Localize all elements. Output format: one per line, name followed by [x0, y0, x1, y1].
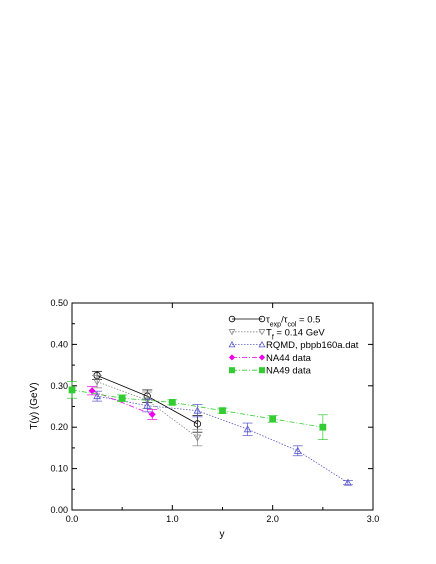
x-tick-label: 2.0 — [266, 514, 279, 524]
legend-marker-3 — [228, 340, 236, 348]
x-tick-label: 0.0 — [66, 514, 79, 524]
legend-marker-1 — [258, 315, 266, 323]
legend-marker-2 — [228, 329, 236, 336]
data-point-square — [319, 423, 327, 431]
y-tick-label: 0.10 — [50, 464, 68, 474]
y-tick-label: 0.40 — [50, 339, 68, 349]
legend-label-2: Tf = 0.14 GeV — [266, 327, 325, 341]
data-point-diamond — [148, 410, 156, 418]
y-tick-label: 0.00 — [50, 505, 68, 515]
legend-marker-3 — [258, 340, 266, 348]
legend-marker-4 — [228, 354, 236, 361]
data-point-triangle — [193, 406, 202, 414]
axis-ticks: 0.0 1.0 2.0 3.0 0.00 0.10 0.20 0.30 0.40 0.50 — [50, 298, 379, 524]
data-point-square — [269, 415, 277, 423]
y-tick-label: 0.20 — [50, 422, 68, 432]
legend-marker-1 — [228, 315, 236, 323]
legend-marker-5 — [258, 367, 266, 374]
x-tick-label: 1.0 — [166, 514, 179, 524]
data-point-square — [118, 394, 126, 402]
data-point-triangle — [293, 446, 302, 454]
data-point-triangle — [143, 401, 152, 409]
legend-marker-4 — [258, 354, 266, 361]
data-point-square — [219, 407, 226, 415]
series-4 — [87, 386, 158, 420]
data-point-triangle — [243, 425, 252, 433]
data-point-diamond — [88, 387, 96, 395]
series-5-line — [71, 389, 323, 428]
y-tick-label: 0.30 — [50, 381, 68, 391]
legend-label-3: RQMD, pbpb160a.dat — [266, 340, 359, 351]
series-3 — [92, 390, 353, 486]
series-layer — [67, 370, 353, 486]
plot-area — [71, 302, 374, 511]
legend-marker-5 — [228, 367, 236, 374]
data-point-square — [168, 398, 176, 406]
legend-label-1: τexp/τcol = 0.5 — [266, 315, 320, 329]
plot-frame — [71, 302, 374, 511]
data-point-circle — [193, 420, 202, 428]
data-point-triangle-down — [193, 434, 202, 442]
series-5 — [67, 381, 328, 440]
data-point-triangle — [93, 392, 101, 400]
data-point-triangle-down — [93, 378, 101, 386]
data-point-triangle — [344, 478, 352, 486]
data-point-square — [68, 386, 76, 394]
y-axis-title: T(y) (GeV) — [29, 382, 40, 429]
x-axis-title: y — [220, 529, 225, 540]
y-tick-label: 0.50 — [50, 298, 68, 308]
legend-marker-2 — [258, 329, 266, 336]
legend-label-5: NA49 data — [266, 366, 312, 377]
series-3-line — [97, 395, 349, 484]
x-tick-label: 3.0 — [367, 514, 380, 524]
legend-label-4: NA44 data — [266, 353, 312, 364]
